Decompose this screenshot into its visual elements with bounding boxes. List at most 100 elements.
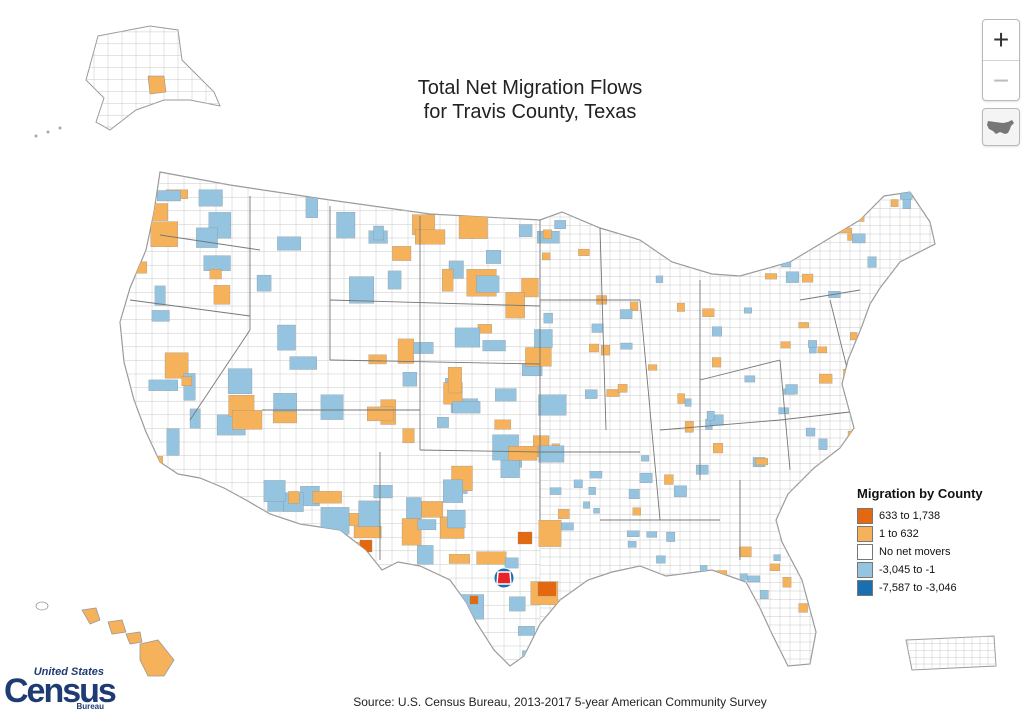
county-fill [318, 547, 345, 562]
county-fill [591, 323, 604, 333]
county-fill [614, 571, 622, 581]
county-fill [402, 576, 425, 598]
county-fill [817, 346, 828, 354]
county-fill [850, 332, 858, 341]
county-fill [413, 601, 428, 621]
county-fill [534, 329, 553, 348]
county-fill [561, 522, 574, 531]
county-fill [309, 588, 340, 603]
legend-swatch [857, 508, 873, 524]
county-fill [150, 203, 169, 221]
county-fill [656, 555, 666, 564]
county-fill [573, 479, 583, 488]
county-fill [746, 630, 755, 640]
county-fill [612, 667, 619, 676]
county-fill [452, 401, 481, 414]
zoom-in-button[interactable]: + [992, 24, 1010, 55]
county-fill [747, 575, 761, 583]
county-fill [320, 394, 344, 420]
county-fill [785, 384, 798, 395]
reset-view-button[interactable] [982, 108, 1020, 146]
county-fill [688, 621, 697, 633]
county-fill [902, 198, 911, 209]
county-fill [890, 475, 904, 485]
county-fill [915, 386, 924, 393]
county-fill [829, 576, 840, 585]
county-fill [327, 560, 354, 572]
county-fill [275, 529, 289, 557]
county-fill [121, 478, 147, 497]
county-fill [664, 474, 674, 485]
county-fill [920, 256, 929, 264]
county-fill [421, 501, 444, 518]
county-fill [677, 393, 685, 404]
zoom-out-button[interactable]: − [983, 60, 1019, 100]
county-fill [373, 485, 393, 499]
county-fill [743, 307, 752, 314]
county-fill [288, 491, 300, 504]
county-fill [397, 338, 414, 364]
county-fill [809, 503, 817, 513]
map-title-line1: Total Net Migration Flows [417, 77, 643, 99]
logo-bottom-text: Bureau [76, 702, 104, 711]
county-fill [808, 340, 817, 348]
county-fill [585, 389, 598, 399]
county-fill [482, 340, 506, 352]
county-fill [702, 308, 715, 317]
county-fill [546, 621, 558, 627]
county-fill [606, 389, 620, 397]
county-fill [123, 579, 134, 600]
county-fill [263, 480, 286, 502]
county-fill [769, 563, 780, 571]
county-fill [495, 388, 517, 402]
county-fill [621, 172, 634, 182]
census-logo: United States Census Bureau [4, 666, 117, 711]
legend-item: 633 to 1,738 [857, 507, 1022, 525]
county-fill [900, 189, 913, 200]
county-fill [537, 581, 557, 597]
county-fill [684, 639, 697, 647]
map-title: Total Net Migration Flows for Travis Cou… [340, 76, 720, 124]
county-fill [501, 172, 514, 181]
county-fill [852, 367, 865, 374]
county-fill [867, 624, 877, 635]
county-fill [809, 346, 817, 354]
county-fill [816, 537, 824, 544]
county-fill [713, 618, 721, 625]
county-fill [686, 243, 697, 251]
county-fill [476, 551, 507, 565]
county-fill [426, 184, 439, 195]
county-fill [801, 273, 814, 283]
county-fill [809, 225, 821, 233]
county-fill [443, 479, 463, 503]
county-fill [739, 546, 752, 557]
county-fill [417, 519, 437, 531]
county-fill [521, 277, 539, 298]
county-fill [522, 650, 544, 660]
county-fill [195, 588, 225, 604]
county-fill [549, 487, 562, 495]
travis-county-marker [493, 567, 515, 589]
county-fill [646, 531, 658, 538]
county-fill [161, 561, 176, 586]
logo-main-text: Census [4, 672, 117, 710]
legend-item: -7,587 to -3,046 [857, 579, 1022, 597]
county-fill [937, 441, 946, 449]
county-fill [456, 626, 471, 652]
county-fill [712, 326, 722, 337]
county-fill [617, 384, 628, 393]
legend-swatch [857, 562, 873, 578]
county-fill [627, 541, 637, 548]
county-fill [458, 215, 488, 239]
county-fill [578, 248, 590, 256]
county-fill [812, 663, 823, 666]
county-fill [620, 309, 633, 319]
county-fill [227, 368, 253, 394]
county-fill [785, 271, 800, 283]
county-fill [876, 312, 890, 320]
county-fill [693, 586, 701, 595]
county-fill [554, 220, 567, 229]
county-fill [694, 601, 705, 610]
county-fill [693, 257, 705, 263]
